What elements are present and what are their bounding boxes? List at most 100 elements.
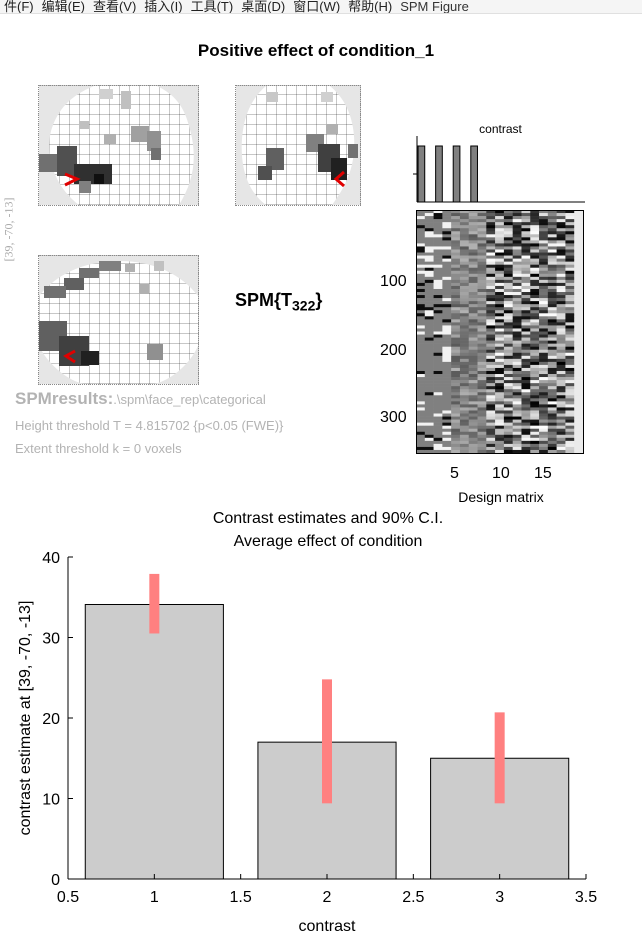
design-matrix-cell xyxy=(468,219,478,223)
design-matrix-cell xyxy=(477,237,487,241)
design-matrix-cell xyxy=(495,295,505,299)
design-matrix-cell xyxy=(477,325,487,329)
design-matrix-cell xyxy=(433,307,443,311)
contrast-panel: 5 xyxy=(405,136,585,203)
design-matrix-cell xyxy=(547,407,557,411)
design-matrix-cell xyxy=(424,246,434,250)
design-matrix-cell xyxy=(416,374,426,378)
menu-insert[interactable]: 插入(I) xyxy=(144,0,183,14)
design-matrix-cell xyxy=(433,355,443,360)
design-matrix-cell xyxy=(459,364,470,369)
menu-file[interactable]: 件(F) xyxy=(4,0,34,14)
design-matrix-cell xyxy=(433,413,443,417)
design-matrix-cell xyxy=(521,398,531,402)
design-matrix-cell xyxy=(530,282,540,287)
design-matrix-cell xyxy=(459,361,470,366)
design-matrix-cell xyxy=(477,222,487,226)
design-matrix-cell xyxy=(574,346,584,351)
design-matrix-cell xyxy=(521,416,531,420)
design-matrix-cell xyxy=(451,298,461,302)
design-matrix-cell xyxy=(565,304,575,308)
design-matrix-cell xyxy=(416,367,426,372)
glass-brain-axial[interactable] xyxy=(38,255,199,385)
design-matrix-cell xyxy=(433,407,443,411)
design-matrix-cell xyxy=(459,264,470,269)
design-matrix-cell xyxy=(424,425,434,429)
design-matrix-cell xyxy=(521,225,531,229)
design-matrix-cell xyxy=(530,383,540,387)
design-matrix-cell xyxy=(565,367,575,372)
design-matrix-cell xyxy=(565,419,575,423)
design-matrix-cell xyxy=(424,237,434,241)
bar-contrast-1[interactable] xyxy=(84,603,224,880)
design-matrix-cell xyxy=(547,307,557,311)
design-matrix-cell xyxy=(521,246,531,250)
design-matrix-cell xyxy=(416,370,426,375)
design-matrix-cell xyxy=(486,374,496,378)
design-matrix-cell xyxy=(530,249,540,253)
design-matrix-cell xyxy=(547,279,557,284)
menu-edit[interactable]: 编辑(E) xyxy=(41,0,85,14)
design-matrix-cell xyxy=(530,292,540,296)
design-matrix-cell xyxy=(574,210,584,214)
y-tick-label: 40 xyxy=(42,550,60,567)
design-matrix-cell xyxy=(512,395,522,399)
design-matrix-cell xyxy=(503,228,513,232)
design-matrix-cell xyxy=(486,301,496,305)
y-tick-label: 30 xyxy=(42,631,60,648)
design-matrix-cell xyxy=(547,364,557,369)
design-matrix-cell xyxy=(451,225,461,229)
design-matrix-cell xyxy=(556,316,566,320)
design-matrix-cell xyxy=(556,304,566,308)
design-matrix-cell xyxy=(433,386,443,390)
glass-brain-coronal[interactable] xyxy=(235,85,361,206)
design-matrix-cell xyxy=(530,425,540,429)
design-matrix-cell xyxy=(512,298,522,302)
design-matrix-cell xyxy=(565,243,575,247)
design-matrix-cell xyxy=(556,237,566,241)
design-matrix-cell xyxy=(442,443,452,448)
design-matrix-cell xyxy=(503,234,513,238)
menu-tools[interactable]: 工具(T) xyxy=(190,0,234,14)
design-matrix-cell xyxy=(459,316,470,320)
design-matrix-cell xyxy=(503,288,513,293)
design-matrix-cell xyxy=(556,219,566,223)
glass-brain-sagittal[interactable] xyxy=(38,85,199,206)
height-threshold: Height threshold T = 4.815702 {p<0.05 (F… xyxy=(15,418,284,433)
design-matrix-cell xyxy=(521,243,531,247)
design-matrix-cell xyxy=(574,279,584,284)
design-matrix-cell xyxy=(503,285,513,290)
design-matrix-cell xyxy=(424,267,434,272)
design-matrix-cell xyxy=(451,437,461,442)
design-matrix-cell xyxy=(442,364,452,369)
menu-desktop[interactable]: 桌面(D) xyxy=(241,0,286,14)
design-matrix-cell xyxy=(459,319,470,323)
design-matrix-cell xyxy=(477,261,487,265)
design-matrix-cell xyxy=(416,446,426,451)
design-matrix-cell xyxy=(424,386,434,390)
design-matrix-cell xyxy=(503,255,513,259)
design-matrix-cell xyxy=(468,349,478,354)
design-matrix-cell xyxy=(424,304,434,308)
design-matrix-cell xyxy=(468,210,478,214)
design-matrix-cell xyxy=(433,422,443,426)
design-matrix-cell xyxy=(468,395,478,399)
design-matrix-cell xyxy=(424,377,434,381)
design-matrix-cell xyxy=(486,419,496,423)
design-matrix-cell xyxy=(503,398,513,402)
design-matrix-cell xyxy=(468,340,478,344)
menu-window[interactable]: 窗口(W) xyxy=(293,0,341,14)
design-matrix-cell xyxy=(547,358,557,363)
design-matrix-cell xyxy=(424,258,434,262)
design-matrix-cell xyxy=(503,380,513,384)
design-matrix-cell xyxy=(486,234,496,238)
design-matrix-cell xyxy=(539,440,549,445)
menu-view[interactable]: 查看(V) xyxy=(92,0,137,14)
design-matrix-cell xyxy=(477,413,487,417)
design-matrix-cell xyxy=(442,276,452,281)
design-matrix-cell xyxy=(530,377,540,381)
design-matrix-cell xyxy=(433,285,443,290)
menu-help[interactable]: 帮助(H) xyxy=(348,0,393,14)
design-matrix-cell xyxy=(433,219,443,223)
design-matrix-cell xyxy=(565,234,575,238)
